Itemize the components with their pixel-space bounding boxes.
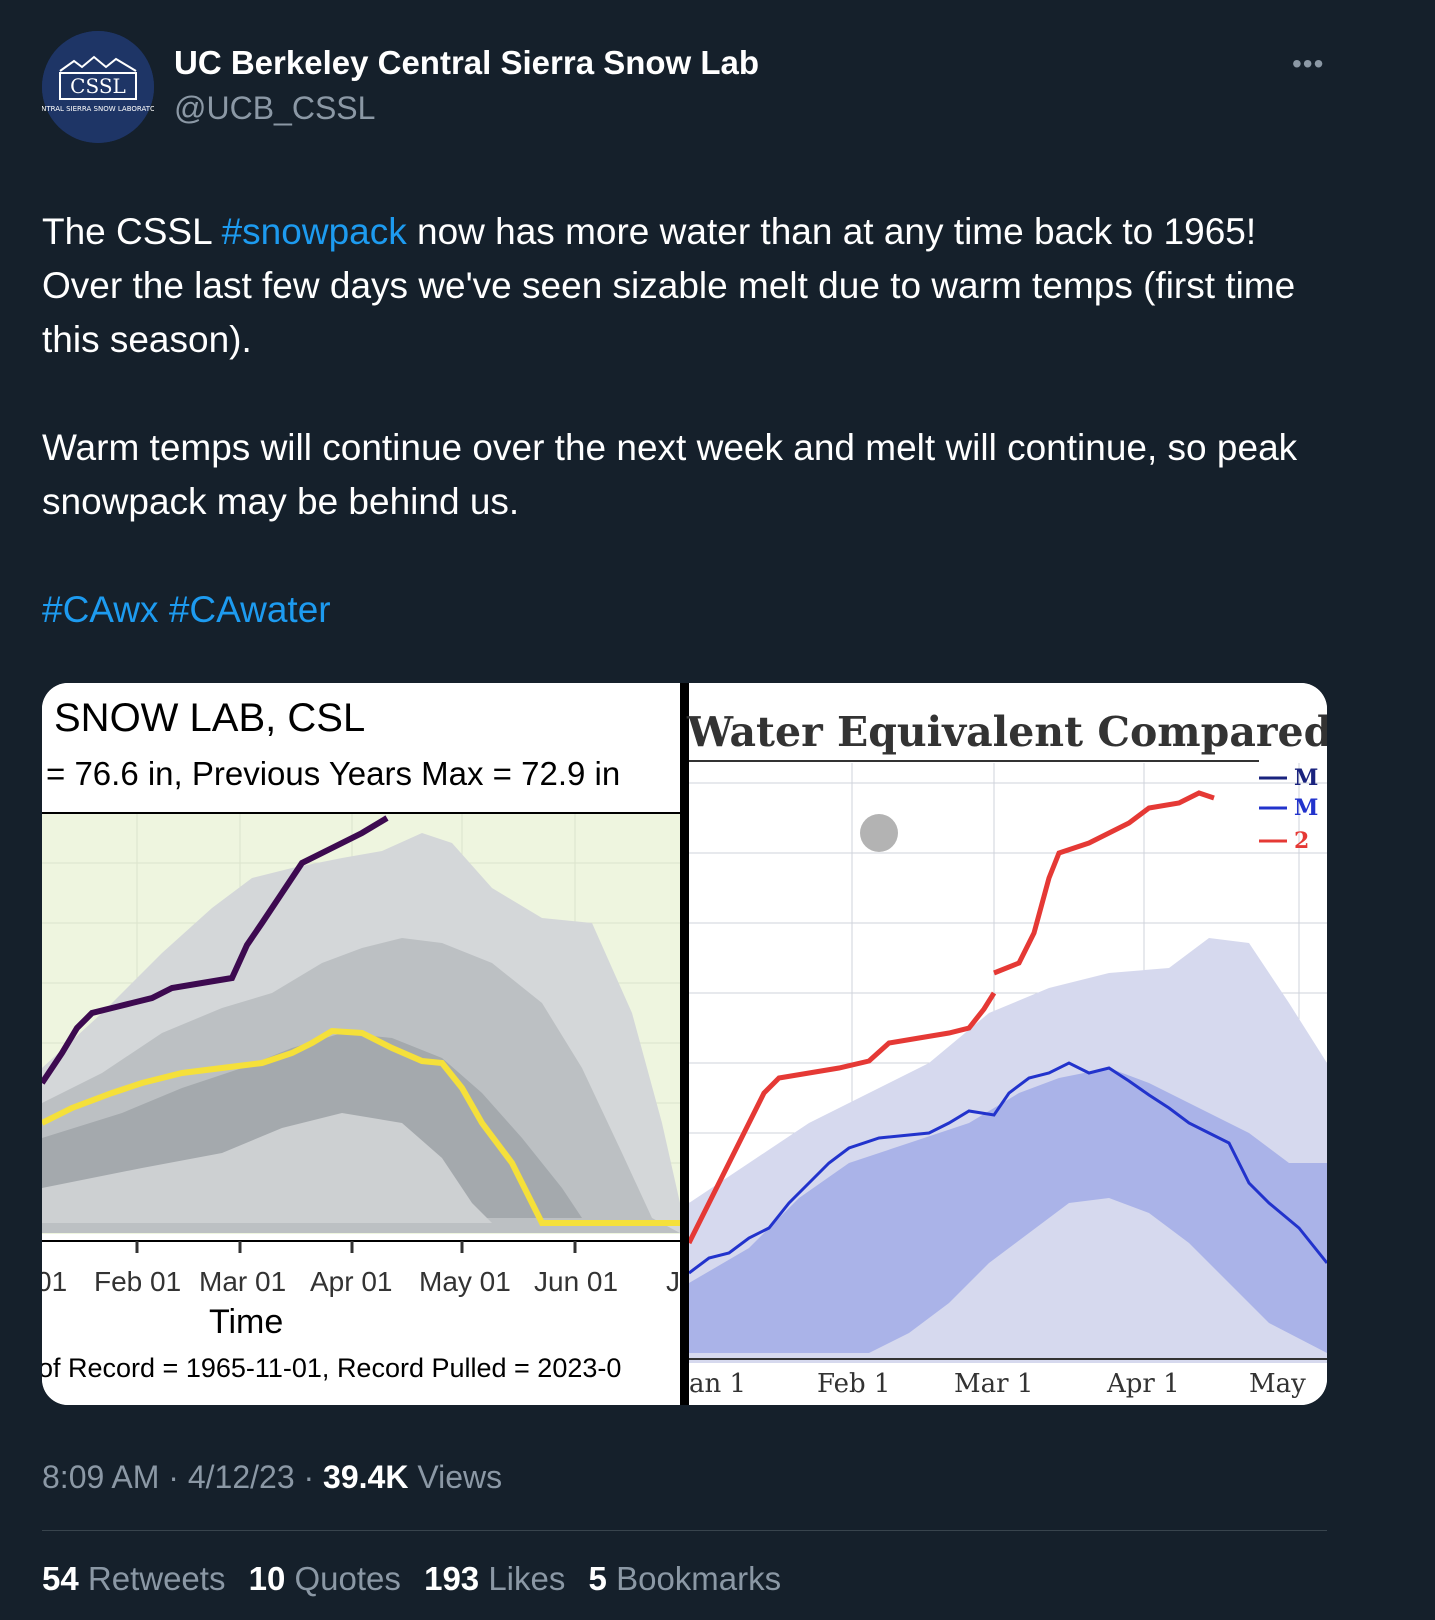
hashtag-snowpack[interactable]: #snowpack (221, 211, 407, 252)
median-line (689, 1061, 1327, 1275)
tweet-date[interactable]: 4/12/23 (187, 1459, 295, 1495)
x-tick-label: an 1 (689, 1369, 747, 1399)
left-chart-image[interactable]: SNOW LAB, CSL = 76.6 in, Previous Years … (42, 683, 680, 1405)
views-label: Views (417, 1459, 503, 1495)
tweet-text-part: Warm temps will continue over the next w… (42, 427, 1298, 522)
right-chart-image[interactable]: Water Equivalent Compared to M M (687, 683, 1327, 1405)
avatar[interactable]: CSSL CENTRAL SIERRA SNOW LABORATORY (42, 31, 154, 143)
overlay-dot (860, 814, 898, 852)
x-tick-label: May (1249, 1369, 1306, 1399)
median-line (42, 1027, 680, 1226)
x-tick-label: Apr 1 (1107, 1369, 1180, 1399)
left-chart-footer: of Record = 1965-11-01, Record Pulled = … (42, 1353, 622, 1383)
x-tick-label: Mar 01 (199, 1266, 287, 1297)
x-tick-label: Apr 01 (310, 1266, 393, 1297)
views-count: 39.4K (323, 1459, 409, 1495)
left-chart-plot (42, 812, 680, 1253)
x-tick-label: Feb 01 (94, 1266, 182, 1297)
x-tick-label: Mar 1 (954, 1369, 1034, 1399)
tweet-text-part: now has more water than at any time back… (42, 211, 1296, 360)
x-ticks (135, 1241, 577, 1253)
left-chart-subtitle: = 76.6 in, Previous Years Max = 72.9 in (46, 755, 621, 792)
tweet-text: The CSSL #snowpack now has more water th… (42, 205, 1342, 637)
x-axis-label: Time (209, 1303, 284, 1341)
hashtag-cawater[interactable]: #CAwater (168, 589, 331, 630)
engagement-stats: 54 Retweets 10 Quotes 193 Likes 5 Bookma… (42, 1560, 795, 1598)
tweet-meta: 8:09 AM · 4/12/23 · 39.4K Views (42, 1459, 503, 1495)
legend-label: M (1294, 765, 1319, 791)
more-horizontal-icon[interactable]: ••• (1292, 48, 1325, 79)
range-band-inner (689, 1068, 1327, 1353)
media-attachment[interactable]: SNOW LAB, CSL = 76.6 in, Previous Years … (42, 683, 1327, 1405)
divider (42, 1530, 1327, 1531)
x-tick-label: Feb 1 (817, 1369, 891, 1399)
range-band-low (42, 1113, 492, 1223)
x-tick-label: May 01 (419, 1266, 511, 1297)
tweet-time[interactable]: 8:09 AM (42, 1459, 160, 1495)
left-chart-title: SNOW LAB, CSL (54, 696, 366, 740)
x-tick-label: 01 (42, 1266, 68, 1297)
user-handle[interactable]: @UCB_CSSL (174, 90, 376, 126)
legend-label: M (1294, 795, 1319, 821)
right-chart-title: Water Equivalent Compared to (687, 708, 1327, 756)
bookmarks-stat[interactable]: 5 Bookmarks (588, 1560, 782, 1597)
swe-2023-line (42, 815, 389, 1085)
right-chart-plot (689, 760, 1327, 1363)
svg-text:CSSL: CSSL (70, 74, 126, 98)
x-tick-label: Jun 01 (534, 1266, 619, 1297)
hashtag-cawx[interactable]: #CAwx (42, 589, 159, 630)
svg-text:CENTRAL SIERRA SNOW LABORATORY: CENTRAL SIERRA SNOW LABORATORY (42, 105, 154, 113)
legend-label: 2 (1294, 828, 1310, 854)
tweet-text-part: The CSSL (42, 211, 222, 252)
swe-2023-line (993, 790, 1215, 976)
swe-2023-line (689, 991, 997, 1245)
cssl-logo-icon: CSSL CENTRAL SIERRA SNOW LABORATORY (42, 31, 154, 143)
likes-stat[interactable]: 193 Likes (424, 1560, 566, 1597)
x-tick-label: J (666, 1266, 680, 1297)
quotes-stat[interactable]: 10 Quotes (248, 1560, 401, 1597)
display-name[interactable]: UC Berkeley Central Sierra Snow Lab (174, 44, 760, 81)
retweets-stat[interactable]: 54 Retweets (42, 1560, 226, 1597)
image-divider (680, 683, 689, 1405)
